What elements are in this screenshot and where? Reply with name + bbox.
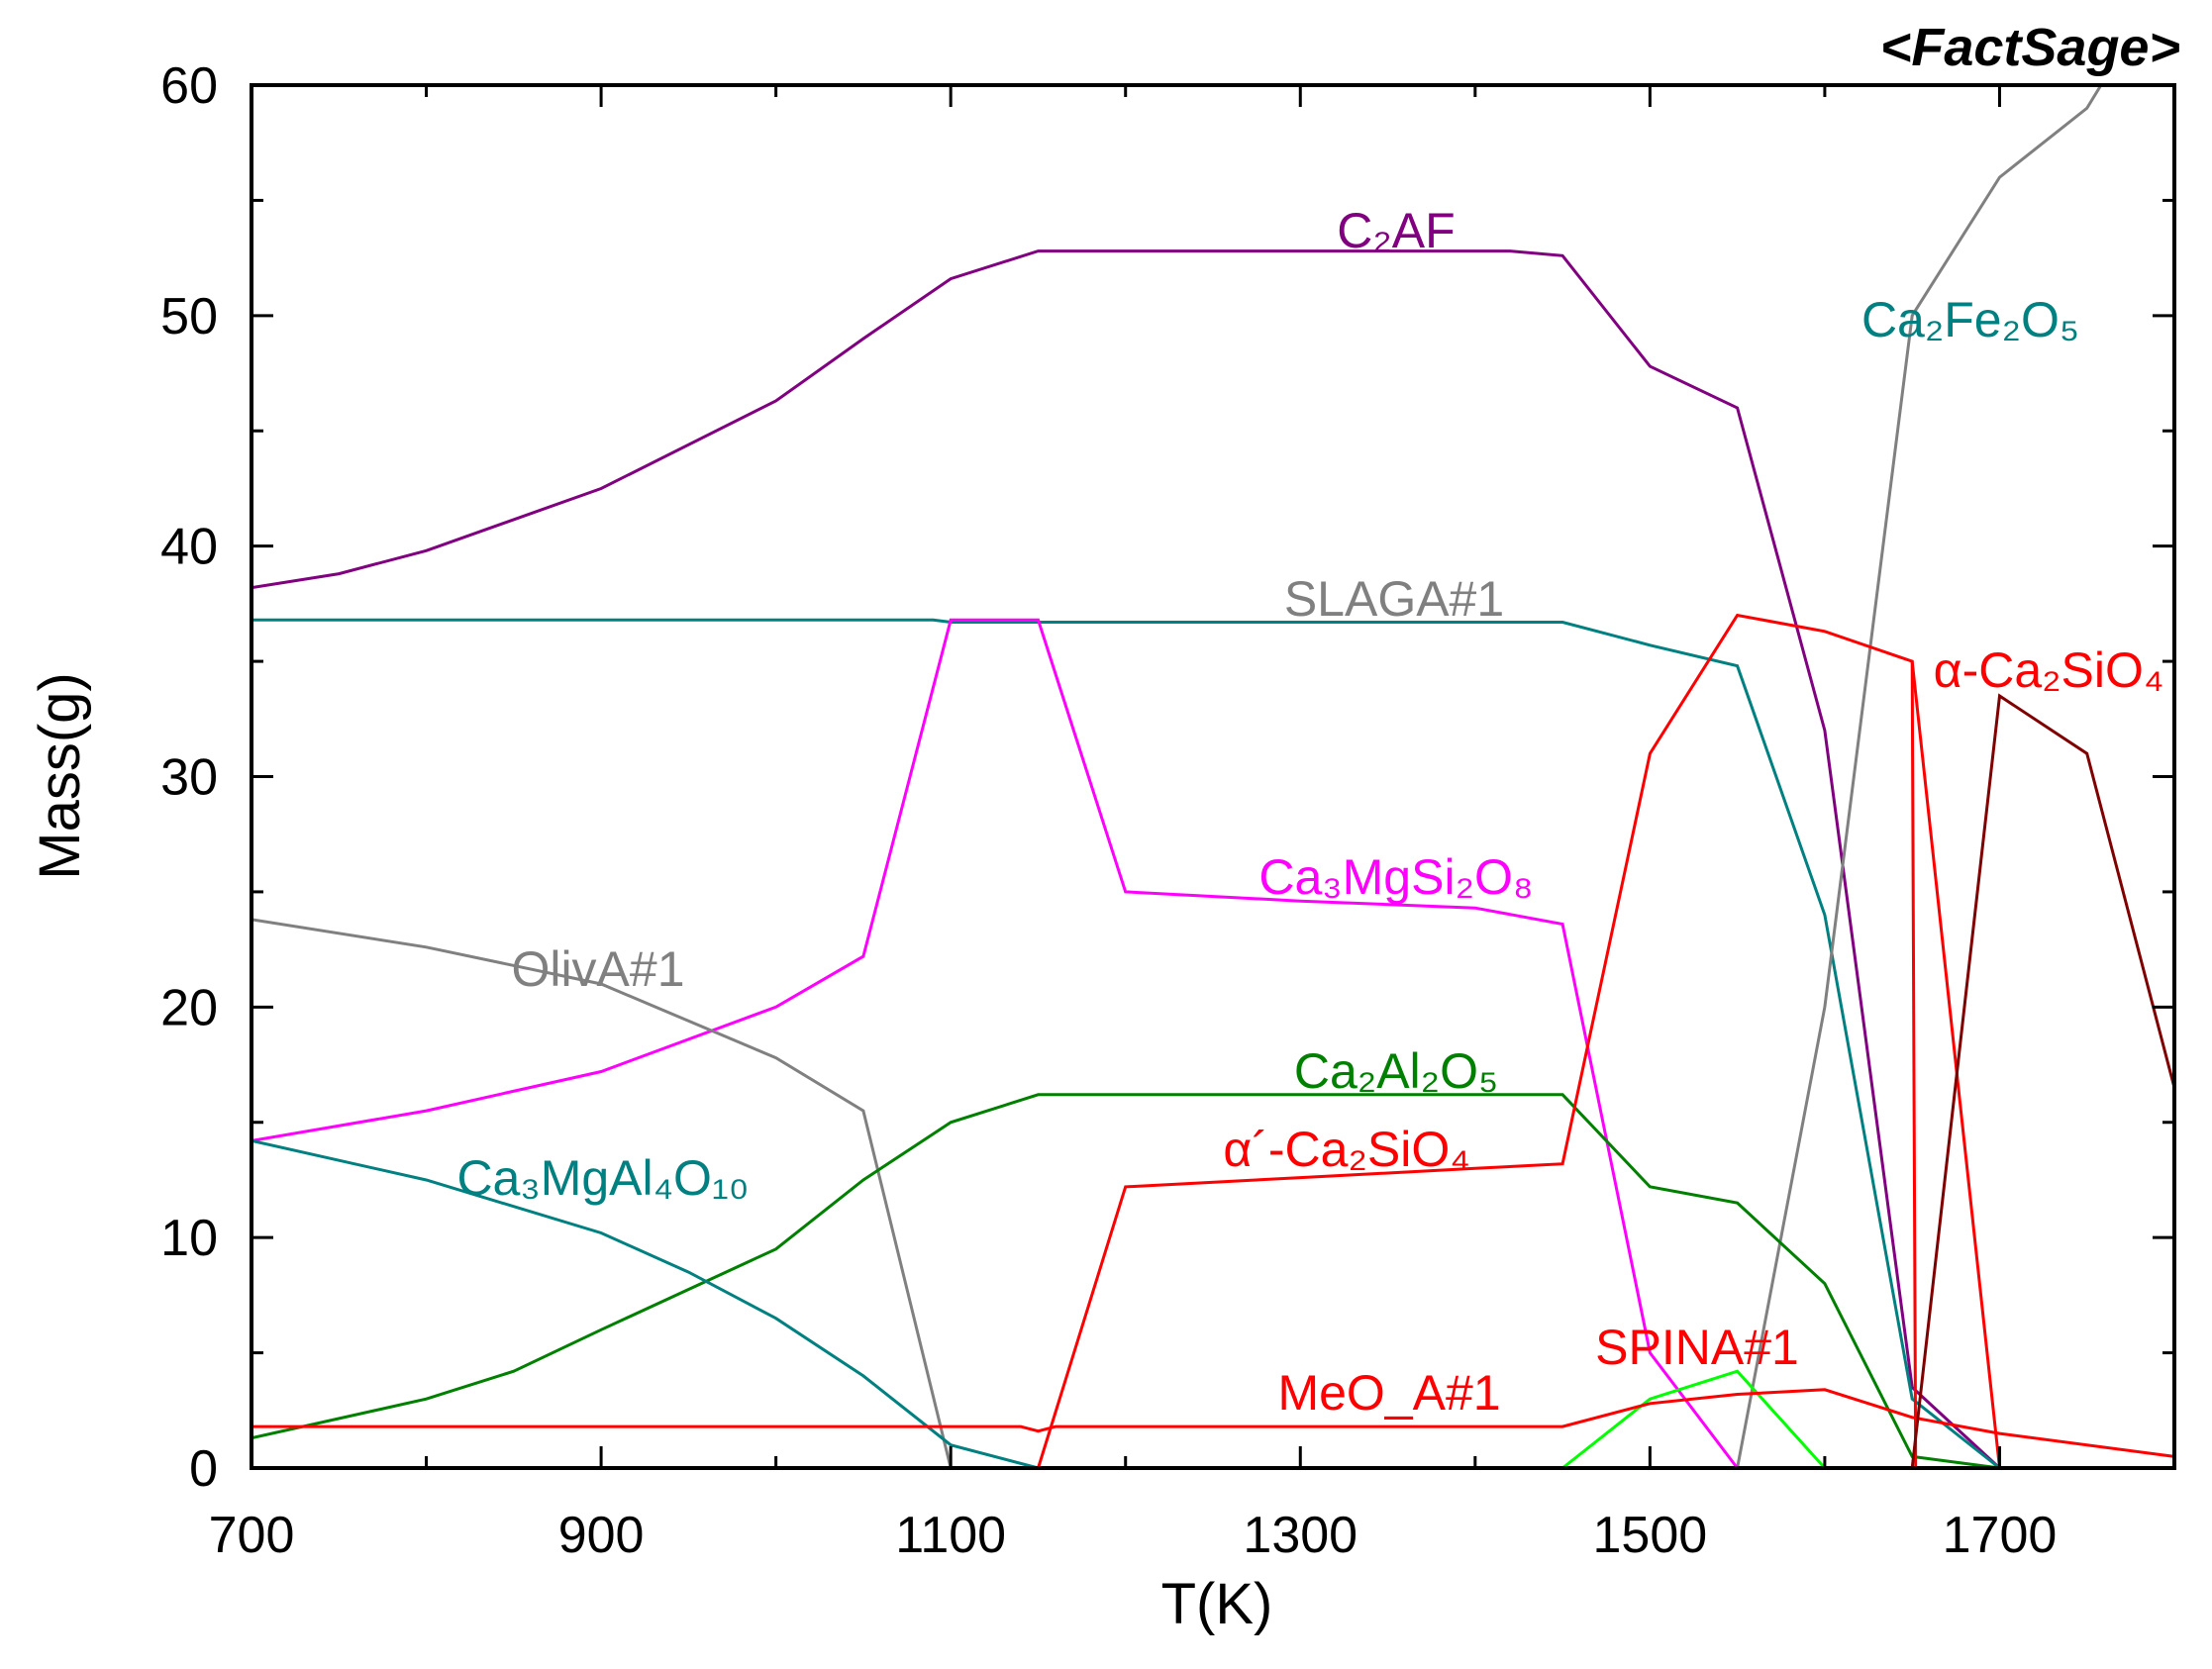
y-tick-label: 10 [160, 1210, 218, 1267]
series-line-8 [251, 1138, 1039, 1470]
curve-label: Ca₂Al₂O₅ [1294, 1043, 1498, 1099]
y-tick-label: 0 [189, 1440, 218, 1498]
y-tick-label: 30 [160, 749, 218, 807]
series-line-9 [1561, 1369, 1827, 1470]
y-axis-title: Mass(g) [28, 672, 92, 879]
curve-labels: C₂AF Ca₂Fe₂O₅ SLAGA#1 α-Ca₂SiO₄ Ca₃MgSi₂O₈ Ol… [456, 203, 2163, 1421]
y-tick-label: 20 [160, 979, 218, 1036]
x-axis-title: T(K) [1161, 1572, 1273, 1636]
series-lines [251, 84, 2176, 1470]
curve-label: OlivA#1 [511, 941, 684, 997]
curve-label: C₂AF [1337, 203, 1455, 258]
series-line-3 [1910, 660, 2001, 1469]
axis-ticks: 700 900 1100 1300 1500 1700 0 10 20 30 40 50 60 [160, 57, 2176, 1564]
x-tick-label: 1100 [895, 1507, 1006, 1564]
curve-label: Ca₃MgSi₂O₈ [1258, 849, 1533, 905]
brand-logo: <FactSage> [1880, 18, 2180, 77]
curve-label: Ca₃MgAl₄O₁₀ [456, 1150, 749, 1206]
y-tick-label: 50 [160, 288, 218, 345]
series-line-1 [251, 618, 2001, 1470]
x-tick-label: 1300 [1243, 1507, 1357, 1564]
series-line-4 [251, 618, 1739, 1469]
x-tick-label: 1500 [1593, 1507, 1708, 1564]
y-tick-label: 40 [160, 519, 218, 576]
series-line-10 [251, 1388, 2175, 1458]
x-tick-label: 900 [558, 1507, 645, 1564]
curve-label: α-Ca₂SiO₄ [1934, 642, 2164, 698]
x-tick-label: 1700 [1943, 1507, 2058, 1564]
x-tick-label: 700 [209, 1507, 295, 1564]
curve-label: Ca₂Fe₂O₅ [1861, 292, 2079, 347]
curve-label: SLAGA#1 [1284, 571, 1504, 627]
curve-label: α´-Ca₂SiO₄ [1223, 1122, 1469, 1177]
series-line-0 [251, 249, 2001, 1470]
curve-label: MeO_A#1 [1277, 1365, 1500, 1421]
curve-label: SPINA#1 [1595, 1320, 1799, 1375]
series-line-11 [1910, 693, 2176, 1469]
series-line-2 [1736, 84, 2103, 1469]
series-line-6 [251, 1093, 2000, 1470]
y-tick-label: 60 [160, 57, 218, 115]
series-line-7 [1037, 613, 1918, 1469]
